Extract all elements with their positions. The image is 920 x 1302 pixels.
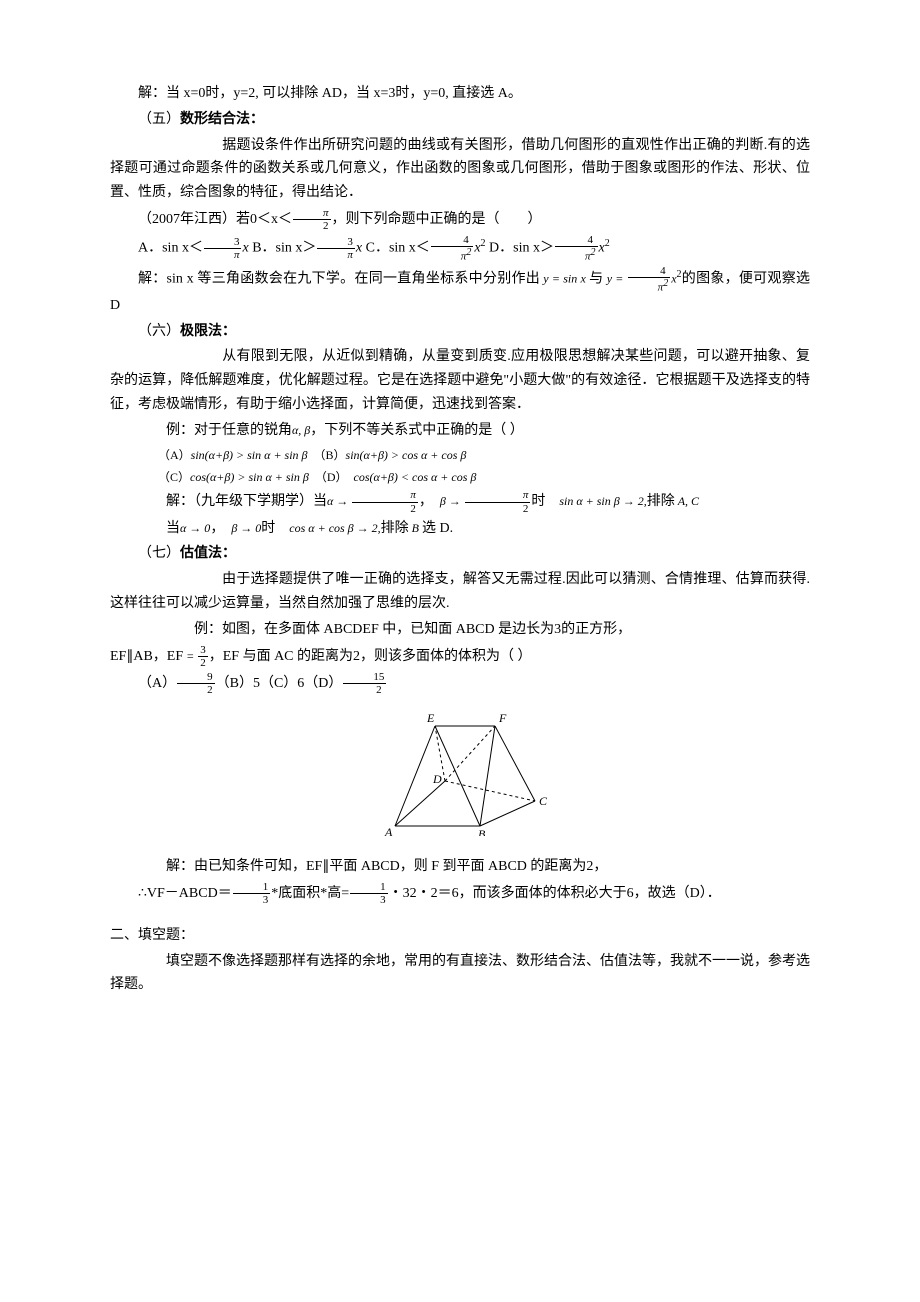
svg-text:D: D xyxy=(432,772,442,786)
method-5-desc: 据题设条件作出所研究问题的曲线或有关图形，借助几何图形的直观性作出正确的判断.有… xyxy=(110,134,810,205)
frac-3-pi: 3π xyxy=(204,236,242,261)
frac-pi-2-b: π2 xyxy=(465,489,531,514)
ex7-stem-a: 例：如图，在多面体 ABCDEF 中，已知面 ABCD 是边长为3的正方形， xyxy=(194,622,631,637)
method-6-desc: 从有限到无限，从近似到精确，从量变到质变.应用极限思想解决某些问题，可以避开抽象… xyxy=(110,345,810,416)
example-6-stem: 例：对于任意的锐角α, β，下列不等关系式中正确的是（ ） xyxy=(110,419,810,443)
svg-text:E: E xyxy=(426,711,435,725)
example-7-stem: 例：如图，在多面体 ABCDEF 中，已知面 ABCD 是边长为3的正方形， xyxy=(110,618,810,642)
title-5-bold: 数形结合法： xyxy=(180,112,264,127)
frac-4-pi2: 4π2 xyxy=(431,234,474,263)
example-5-options: A．sin x＜3πx B．sin x＞3πx C．sin x＜4π2x2 D．… xyxy=(110,234,810,263)
title-5-label: （五） xyxy=(138,112,180,127)
ex5-sol-b: 与 xyxy=(589,272,603,287)
title-6-bold: 极限法： xyxy=(180,324,236,339)
frac-pi-2-a: π2 xyxy=(352,489,418,514)
ex6-a: sin(α+β) > sin α + sin β xyxy=(191,448,308,462)
opt-a: A．sin x＜ xyxy=(138,241,203,256)
ex6-sol2-c: 时 xyxy=(261,521,275,536)
section-2-title: 二、填空题： xyxy=(110,924,810,948)
ex6-stem-b: ，下列不等关系式中正确的是（ ） xyxy=(310,423,524,438)
svg-text:B: B xyxy=(478,827,486,836)
title-7-label: （七） xyxy=(138,546,180,561)
example-7-stem2: EF∥AB，EF = 32，EF 与面 AC 的距离为2，则该多面体的体积为（ … xyxy=(110,644,810,669)
frac-pi-2: π2 xyxy=(293,207,331,232)
ex7-stem-c: ，EF 与面 AC 的距离为2，则该多面体的体积为（ ） xyxy=(209,648,532,663)
solution-text: 解：当 x=0时，y=2, 可以排除 AD，当 x=3时，y=0, 直接选 A。 xyxy=(110,82,810,106)
frac-1-3-b: 13 xyxy=(350,881,388,906)
ex7-a: （A） xyxy=(138,676,176,691)
ex6-sol2-d: 排除 xyxy=(381,521,409,536)
polyhedron-diagram: A B C D E F xyxy=(110,706,810,845)
frac-15-2: 152 xyxy=(343,671,386,696)
example-7-sol: 解：由已知条件可知，EF∥平面 ABCD，则 F 到平面 ABCD 的距离为2， xyxy=(110,855,810,879)
ex5-sol-a: 解：sin x 等三角函数会在九下学。在同一直角坐标系中分别作出 xyxy=(138,272,540,287)
title-6-label: （六） xyxy=(138,324,180,339)
section-2-desc: 填空题不像选择题那样有选择的余地，常用的有直接法、数形结合法、估值法等，我就不一… xyxy=(110,950,810,998)
example-6-opts-cd: （C）cos(α+β) > sin α + sin β （D） cos(α+β)… xyxy=(110,467,810,487)
svg-text:A: A xyxy=(384,825,393,836)
opt-d: D．sin x＞ xyxy=(489,241,554,256)
ex5-stem-b: ，则下列命题中正确的是（ ） xyxy=(332,212,542,227)
ex6-stem-a: 例：对于任意的锐角 xyxy=(166,423,292,438)
method-7-desc: 由于选择题提供了唯一正确的选择支，解答又无需过程.因此可以猜测、合情推理、估算而… xyxy=(110,568,810,616)
ex7-sol-d: ・32・2＝6，而该多面体的体积必大于6，故选（D）． xyxy=(389,885,721,900)
ex6-sol-d: 排除 xyxy=(647,494,675,509)
example-5-stem: （2007年江西）若0＜x＜π2，则下列命题中正确的是（ ） xyxy=(110,207,810,232)
ex6-sol-a: 解：（九年级下学期学）当 xyxy=(166,494,327,509)
ex6-sol2-b: ， xyxy=(210,521,217,536)
diagram-svg: A B C D E F xyxy=(370,706,550,836)
ex6-sol-b: ， xyxy=(419,494,426,509)
opt-c: C．sin x＜ xyxy=(366,241,430,256)
example-6-sol1: 解：（九年级下学期学）当α → π2， β → π2时 sin α + sin … xyxy=(110,489,810,514)
method-7-title: （七）估值法： xyxy=(110,542,810,566)
frac-1-3-a: 13 xyxy=(233,881,271,906)
frac-4-pi2-d: 4π2 xyxy=(555,234,598,263)
title-7-bold: 估值法： xyxy=(180,546,236,561)
ex7-sol-c: *底面积*高= xyxy=(271,885,349,900)
example-6-opts-ab: （A）sin(α+β) > sin α + sin β （B）sin(α+β) … xyxy=(110,445,810,465)
frac-3-2: 32 xyxy=(198,644,208,669)
frac-9-2: 92 xyxy=(177,671,215,696)
ex5-stem-a: （2007年江西）若0＜x＜ xyxy=(138,212,292,227)
example-7-opts: （A）92（B）5（C）6（D）152 xyxy=(110,671,810,696)
frac-3-pi-b: 3π xyxy=(317,236,355,261)
frac-4-pi2-sol: 4π2 xyxy=(628,265,671,294)
ex7-b: （B）5（C）6（D） xyxy=(216,676,343,691)
ex6-d: cos(α+β) < cos α + cos β xyxy=(354,470,477,484)
svg-text:C: C xyxy=(539,794,548,808)
ex6-sol2-e: 选 D. xyxy=(422,521,453,536)
ex6-c: cos(α+β) > sin α + sin β xyxy=(190,470,309,484)
ex6-sol-c: 时 xyxy=(531,494,545,509)
example-5-solution: 解：sin x 等三角函数会在九下学。在同一直角坐标系中分别作出 y = sin… xyxy=(110,265,810,318)
method-5-title: （五）数形结合法： xyxy=(110,108,810,132)
ex7-stem-b: EF∥AB，EF xyxy=(110,648,183,663)
opt-b: B．sin x＞ xyxy=(252,241,316,256)
method-6-title: （六）极限法： xyxy=(110,320,810,344)
ex6-b: sin(α+β) > cos α + cos β xyxy=(346,448,467,462)
svg-text:F: F xyxy=(498,711,507,725)
example-6-sol2: 当α → 0， β → 0时 cos α + cos β → 2,排除 B 选 … xyxy=(110,517,810,541)
ex7-sol-b: ∴VF－ABCD＝ xyxy=(138,885,232,900)
example-7-sol2: ∴VF－ABCD＝13*底面积*高=13・32・2＝6，而该多面体的体积必大于6… xyxy=(110,881,810,906)
ex6-sol2-a: 当 xyxy=(166,521,180,536)
